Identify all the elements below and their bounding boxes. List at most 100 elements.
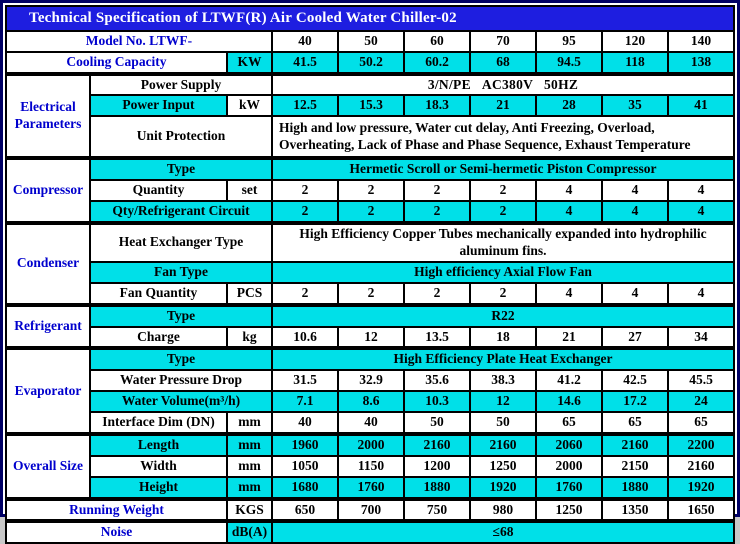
water-volume-value: 12 xyxy=(469,390,537,413)
model-value: 120 xyxy=(601,29,669,53)
charge-value: 10.6 xyxy=(271,325,339,350)
fan-quantity-value: 2 xyxy=(403,281,471,306)
fan-quantity-unit: PCS xyxy=(226,281,273,306)
heat-exchanger-row: Condenser Heat Exchanger Type High Effic… xyxy=(5,220,736,306)
compressor-quantity-label: Quantity xyxy=(89,179,228,202)
cooling-capacity-row: Cooling Capacity KW 41.5 50.2 60.2 68 94… xyxy=(5,50,736,75)
cooling-capacity-value: 118 xyxy=(601,50,669,75)
qty-refrigerant-circuit-value: 2 xyxy=(403,200,471,224)
noise-unit: dB(A) xyxy=(226,519,273,544)
compressor-quantity-value: 4 xyxy=(535,179,603,202)
unit-protection-value: High and low pressure, Water cut delay, … xyxy=(270,115,736,160)
running-weight-value: 750 xyxy=(403,496,471,523)
width-unit: mm xyxy=(226,454,273,478)
running-weight-unit: KGS xyxy=(226,496,273,523)
compressor-quantity-value: 2 xyxy=(271,179,339,202)
water-pressure-drop-value: 41.2 xyxy=(535,369,603,393)
cooling-capacity-value: 68 xyxy=(469,50,537,75)
running-weight-row: Running Weight KGS 650 700 750 980 1250 … xyxy=(5,496,736,523)
cooling-capacity-value: 41.5 xyxy=(271,50,339,75)
width-row: Width mm 1050 1150 1200 1250 2000 2150 2… xyxy=(6,454,736,478)
qty-refrigerant-circuit-value: 4 xyxy=(601,200,669,224)
model-value: 60 xyxy=(403,29,471,53)
width-label: Width xyxy=(89,454,228,478)
water-volume-row: Water Volume(m³/h) 7.1 8.6 10.3 12 14.6 … xyxy=(6,390,736,413)
noise-label: Noise xyxy=(5,519,228,544)
water-pressure-drop-label: Water Pressure Drop xyxy=(89,369,273,393)
height-unit: mm xyxy=(226,475,273,500)
compressor-quantity-row: Quantity set 2 2 2 2 4 4 4 xyxy=(6,179,736,202)
height-label: Height xyxy=(89,475,228,500)
interface-dim-value: 40 xyxy=(337,411,405,435)
group-compressor: Compressor xyxy=(5,156,91,224)
refrigerant-type-value: R22 xyxy=(270,302,736,328)
running-weight-value: 1650 xyxy=(666,496,736,523)
power-input-value: 35 xyxy=(601,94,669,118)
power-input-value: 41 xyxy=(666,94,736,118)
interface-dim-value: 50 xyxy=(469,411,537,435)
running-weight-value: 1350 xyxy=(601,496,669,523)
power-input-value: 18.3 xyxy=(403,94,471,118)
water-pressure-drop-value: 35.6 xyxy=(403,369,471,393)
unit-protection-label: Unit Protection xyxy=(89,115,273,160)
charge-value: 27 xyxy=(601,325,669,350)
interface-dim-value: 65 xyxy=(535,411,603,435)
cooling-capacity-value: 94.5 xyxy=(535,50,603,75)
page-title: Technical Specification of LTWF(R) Air C… xyxy=(4,5,736,32)
interface-dim-unit: mm xyxy=(226,411,273,435)
interface-dim-value: 40 xyxy=(271,411,339,435)
qty-refrigerant-circuit-row: Qty/Refrigerant Circuit 2 2 2 2 4 4 4 xyxy=(6,200,736,224)
cooling-capacity-value: 138 xyxy=(666,50,736,75)
water-pressure-drop-row: Water Pressure Drop 31.5 32.9 35.6 38.3 … xyxy=(6,369,736,393)
charge-row: Charge kg 10.6 12 13.5 18 21 27 34 xyxy=(6,325,736,350)
height-value: 1680 xyxy=(271,475,339,500)
charge-label: Charge xyxy=(89,325,228,350)
interface-dim-value: 65 xyxy=(666,411,736,435)
spec-table: Technical Specification of LTWF(R) Air C… xyxy=(4,5,736,544)
evaporator-type-label: Type xyxy=(89,346,273,372)
evaporator-type-row: Evaporator Type High Efficiency Plate He… xyxy=(5,346,736,435)
water-volume-value: 10.3 xyxy=(403,390,471,413)
compressor-quantity-value: 2 xyxy=(469,179,537,202)
qty-refrigerant-circuit-value: 2 xyxy=(337,200,405,224)
fan-quantity-value: 2 xyxy=(271,281,339,306)
qty-refrigerant-circuit-label: Qty/Refrigerant Circuit xyxy=(89,200,273,224)
unit-protection-row: Unit Protection High and low pressure, W… xyxy=(6,115,736,160)
charge-value: 18 xyxy=(469,325,537,350)
height-value: 1880 xyxy=(403,475,471,500)
running-weight-value: 700 xyxy=(337,496,405,523)
power-supply-label: Power Supply xyxy=(89,71,273,97)
width-value: 1150 xyxy=(337,454,405,478)
qty-refrigerant-circuit-value: 2 xyxy=(271,200,339,224)
running-weight-label: Running Weight xyxy=(5,496,228,523)
group-electrical-parameters: Electrical Parameters xyxy=(5,71,91,160)
compressor-type-value: Hermetic Scroll or Semi-hermetic Piston … xyxy=(270,156,736,182)
width-value: 2150 xyxy=(601,454,669,478)
water-volume-value: 8.6 xyxy=(337,390,405,413)
interface-dim-value: 50 xyxy=(403,411,471,435)
model-value: 50 xyxy=(337,29,405,53)
fan-type-label: Fan Type xyxy=(89,260,273,284)
noise-row: Noise dB(A) ≤68 xyxy=(5,519,736,544)
length-value: 2200 xyxy=(666,431,736,457)
width-value: 2000 xyxy=(535,454,603,478)
width-value: 2160 xyxy=(666,454,736,478)
charge-value: 12 xyxy=(337,325,405,350)
water-pressure-drop-value: 38.3 xyxy=(469,369,537,393)
qty-refrigerant-circuit-value: 2 xyxy=(469,200,537,224)
group-overall-size: Overall Size xyxy=(5,431,91,500)
running-weight-value: 980 xyxy=(469,496,537,523)
power-input-label: Power Input xyxy=(89,94,228,118)
width-value: 1250 xyxy=(469,454,537,478)
model-row: Model No. LTWF- 40 50 60 70 95 120 140 xyxy=(5,29,736,53)
power-supply-value: 3/N/PE AC380V 50HZ xyxy=(270,71,736,97)
power-input-value: 21 xyxy=(469,94,537,118)
water-volume-value: 24 xyxy=(666,390,736,413)
fan-quantity-value: 4 xyxy=(535,281,603,306)
water-volume-value: 17.2 xyxy=(601,390,669,413)
compressor-quantity-unit: set xyxy=(226,179,273,202)
power-input-value: 15.3 xyxy=(337,94,405,118)
heat-exchanger-value: High Efficiency Copper Tubes mechanicall… xyxy=(270,220,736,263)
height-value: 1760 xyxy=(535,475,603,500)
height-value: 1920 xyxy=(666,475,736,500)
